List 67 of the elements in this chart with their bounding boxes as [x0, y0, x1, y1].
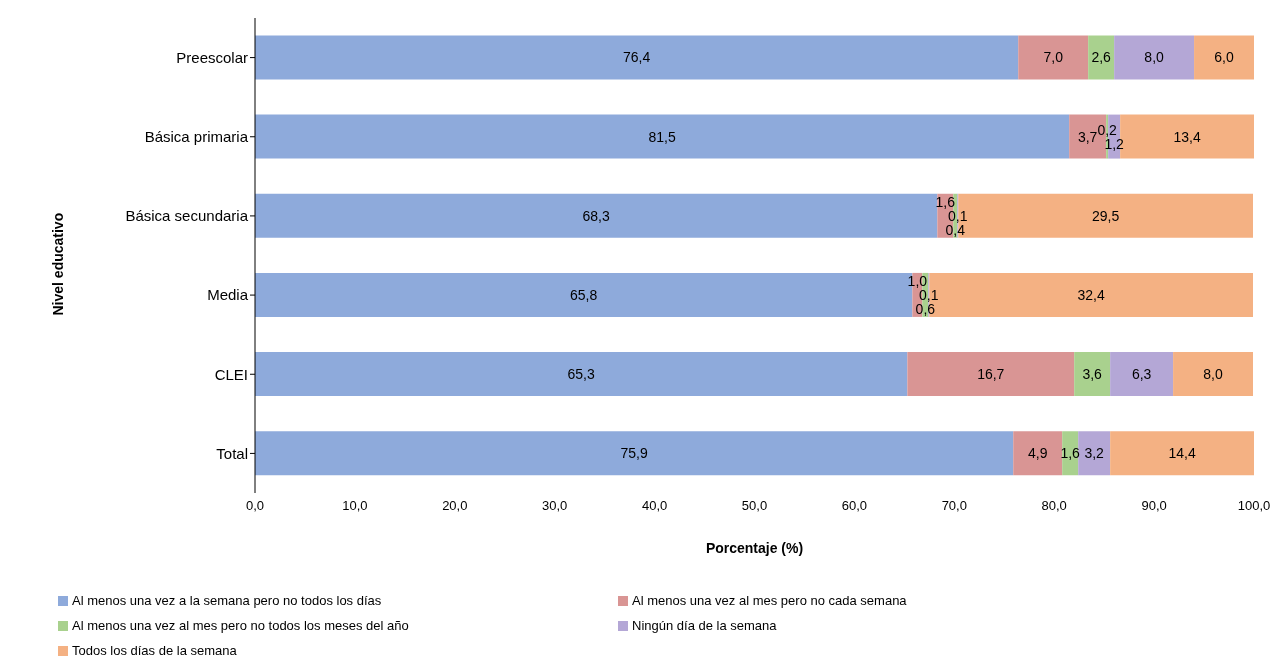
data-label: 76,4	[622, 49, 651, 66]
data-label: 8,0	[1144, 49, 1165, 66]
data-label: 2,6	[1091, 49, 1112, 66]
y-tick-label: Básica primaria	[144, 128, 249, 146]
data-label: 8,0	[1203, 366, 1223, 383]
data-label: 0,2	[1097, 121, 1118, 138]
bar	[255, 352, 908, 397]
legend-label: Al menos una vez a la semana pero no todos los días	[72, 593, 382, 608]
legend-label: Al menos una vez al mes pero no todos los meses del año	[72, 618, 409, 633]
y-tick-label: Básica secundaria	[125, 207, 249, 225]
data-label: 81,5	[648, 128, 676, 145]
x-tick-label: 60,0	[841, 498, 868, 514]
data-label: 1,6	[935, 193, 956, 210]
data-label: 16,7	[977, 366, 1005, 383]
bar	[1110, 352, 1174, 397]
data-label: 13,4	[1173, 128, 1201, 145]
data-label: 3,6	[1082, 366, 1103, 383]
x-tick-label: 80,0	[1041, 498, 1067, 514]
x-axis-title: Porcentaje (%)	[705, 540, 804, 556]
y-tick-label: Total	[216, 444, 248, 462]
bar	[1114, 35, 1195, 80]
bar	[1078, 431, 1111, 476]
data-label: 0,1	[948, 207, 968, 224]
data-label: 3,7	[1077, 128, 1098, 145]
bar	[1194, 35, 1254, 80]
y-tick-label: CLEI	[214, 365, 248, 383]
data-label: 1,0	[907, 272, 928, 289]
legend-label: Todos los días de la semana	[72, 643, 237, 658]
legend-label: Ningún día de la semana	[632, 618, 777, 633]
data-label: 65,3	[567, 366, 596, 383]
data-label: 0,1	[919, 286, 939, 303]
data-label: 29,5	[1092, 207, 1120, 224]
data-label: 6,3	[1131, 366, 1152, 383]
bar	[1088, 35, 1115, 80]
bar	[1013, 431, 1063, 476]
bar	[907, 352, 1075, 397]
data-label: 1,6	[1060, 445, 1081, 462]
bar	[1173, 352, 1253, 397]
bar	[255, 114, 1070, 159]
x-tick-label: 10,0	[342, 498, 368, 514]
x-tick-label: 20,0	[442, 498, 468, 514]
bar	[255, 193, 938, 238]
x-tick-label: 100,0	[1237, 498, 1271, 514]
x-tick-label: 50,0	[741, 498, 768, 514]
data-label: 75,9	[620, 445, 648, 462]
x-tick-label: 30,0	[542, 498, 568, 514]
data-label: 68,3	[582, 207, 610, 224]
x-tick-label: 70,0	[941, 498, 967, 514]
y-tick-label: Media	[207, 286, 249, 304]
data-label: 6,0	[1214, 49, 1234, 66]
x-tick-label: 90,0	[1141, 498, 1167, 514]
legend-label: Al menos una vez al mes pero no cada semana	[632, 593, 907, 608]
y-axis-title: Nivel educativo	[49, 212, 66, 316]
y-tick-label: Preescolar	[176, 48, 248, 66]
bar	[255, 431, 1014, 476]
x-tick-label: 40,0	[641, 498, 668, 514]
data-label: 7,0	[1043, 49, 1064, 66]
bar	[1074, 352, 1111, 397]
x-tick-label: 0,0	[245, 498, 265, 514]
data-label: 65,8	[570, 286, 598, 303]
bar	[255, 35, 1019, 80]
bar	[1018, 35, 1089, 80]
data-label: 14,4	[1168, 445, 1196, 462]
data-label: 32,4	[1077, 286, 1105, 303]
data-label: 3,2	[1084, 445, 1105, 462]
bar	[1110, 431, 1254, 476]
data-label: 4,9	[1027, 445, 1048, 462]
